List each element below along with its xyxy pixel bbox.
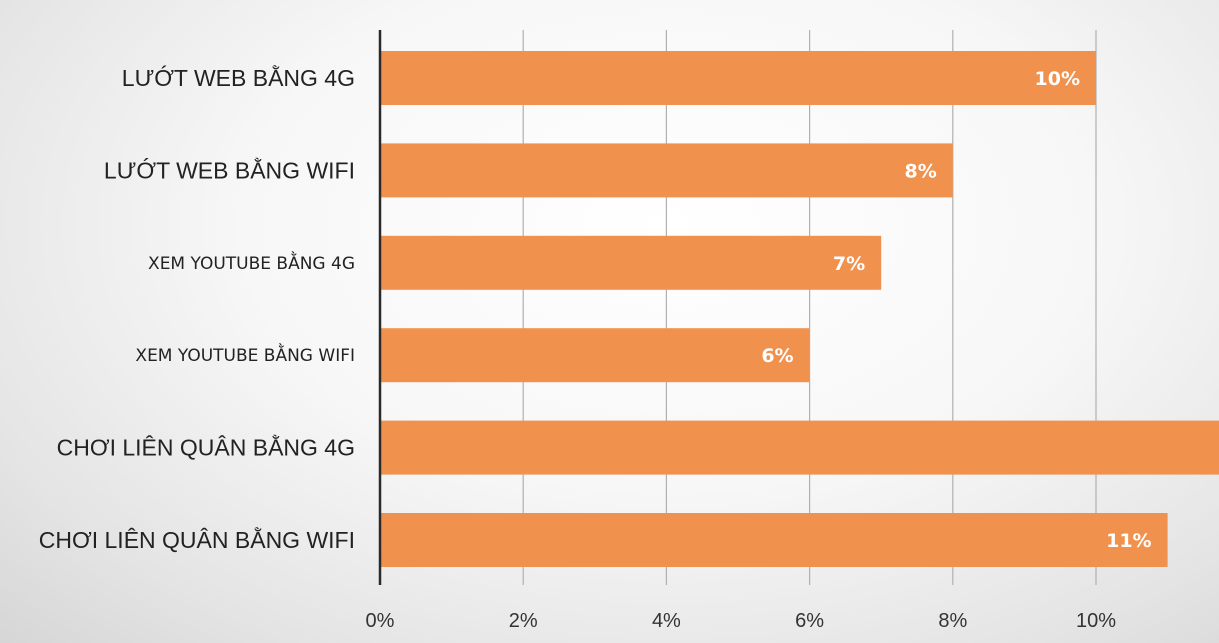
bar xyxy=(380,420,1219,475)
x-tick-label: 0% xyxy=(366,610,395,632)
bar xyxy=(380,51,1096,105)
bars xyxy=(380,51,1219,567)
x-tick-label: 10% xyxy=(1076,610,1116,632)
bar xyxy=(380,328,810,383)
gridlines xyxy=(522,30,1097,585)
x-tick-label: 2% xyxy=(509,610,538,632)
data-label: 7% xyxy=(833,253,865,275)
x-tick-label: 6% xyxy=(795,610,824,632)
category-label: XEM YOUTUBE BẰNG 4G xyxy=(148,250,355,274)
x-tick-label: 8% xyxy=(938,610,967,632)
category-labels: LƯỚT WEB BẰNG 4G LƯỚT WEB BẰNG WIFI XEM YO… xyxy=(39,64,355,553)
x-tick-label: 4% xyxy=(652,610,681,632)
category-label: LƯỚT WEB BẰNG WIFI xyxy=(104,156,355,183)
data-label: 11% xyxy=(1106,530,1151,552)
bar xyxy=(380,235,882,290)
bar xyxy=(380,143,953,198)
data-label: 6% xyxy=(761,345,793,367)
data-labels: 10% 8% 7% 6% 11% xyxy=(761,68,1151,552)
bar xyxy=(380,513,1168,567)
data-label: 8% xyxy=(905,160,937,182)
x-tick-labels: 0% 2% 4% 6% 8% 10% xyxy=(366,610,1117,632)
category-label: CHƠI LIÊN QUÂN BẰNG WIFI xyxy=(39,526,355,553)
category-label: CHƠI LIÊN QUÂN BẰNG 4G xyxy=(57,434,355,461)
category-label: LƯỚT WEB BẰNG 4G xyxy=(122,64,355,91)
data-label: 10% xyxy=(1035,68,1080,90)
category-label: XEM YOUTUBE BẰNG WIFI xyxy=(135,342,355,366)
